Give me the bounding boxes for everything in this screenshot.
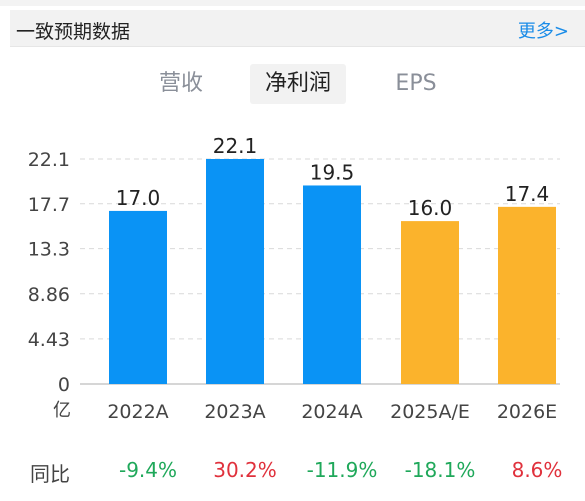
more-link[interactable]: 更多>	[517, 21, 569, 42]
yoy-value: 8.6%	[511, 458, 563, 482]
tab-eps[interactable]: EPS	[395, 71, 437, 96]
yoy-value: -18.1%	[404, 458, 476, 482]
yoy-value: -9.4%	[118, 458, 178, 482]
x-tick-label: 2026E	[497, 401, 557, 423]
x-tick-label: 2024A	[301, 401, 362, 423]
section-header: 一致预期数据 更多>	[10, 10, 585, 47]
bar-value-label: 17.4	[505, 182, 550, 206]
bar	[401, 221, 459, 384]
tab-revenue[interactable]: 营收	[158, 71, 203, 96]
section-title: 一致预期数据	[16, 21, 131, 43]
yoy-label: 同比	[30, 462, 70, 486]
bar	[109, 210, 167, 384]
bar	[206, 159, 264, 384]
y-tick-label: 13.3	[28, 239, 70, 261]
x-tick-label: 2025A/E	[390, 401, 470, 423]
bar	[303, 185, 361, 384]
y-tick-label: 0	[58, 374, 70, 396]
y-tick-label: 8.86	[28, 284, 70, 306]
bar-value-label: 17.0	[116, 186, 161, 210]
yoy-value: -11.9%	[306, 458, 378, 482]
bar-value-label: 19.5	[310, 160, 355, 184]
top-strip	[0, 0, 585, 6]
bar	[498, 206, 556, 384]
bar-value-label: 16.0	[408, 196, 453, 220]
x-tick-label: 2023A	[204, 401, 265, 423]
y-unit-label: 亿	[53, 400, 71, 421]
yoy-row: 同比 -9.4% 30.2% -11.9% -18.1% 8.6%	[0, 458, 585, 488]
y-tick-label: 22.1	[28, 149, 70, 171]
net-profit-bar-chart: 0 4.43 8.86 13.3 17.7 22.1 亿 17.0 2022A 22.1 2023A…	[28, 134, 560, 423]
yoy-value: 30.2%	[213, 458, 277, 482]
tab-net-profit[interactable]: 净利润	[250, 64, 346, 104]
bar-value-label: 22.1	[213, 134, 258, 158]
y-tick-label: 4.43	[28, 329, 70, 351]
y-tick-label: 17.7	[28, 194, 70, 216]
x-tick-label: 2022A	[107, 401, 168, 423]
metric-tabs: 营收 净利润 EPS	[0, 64, 585, 104]
